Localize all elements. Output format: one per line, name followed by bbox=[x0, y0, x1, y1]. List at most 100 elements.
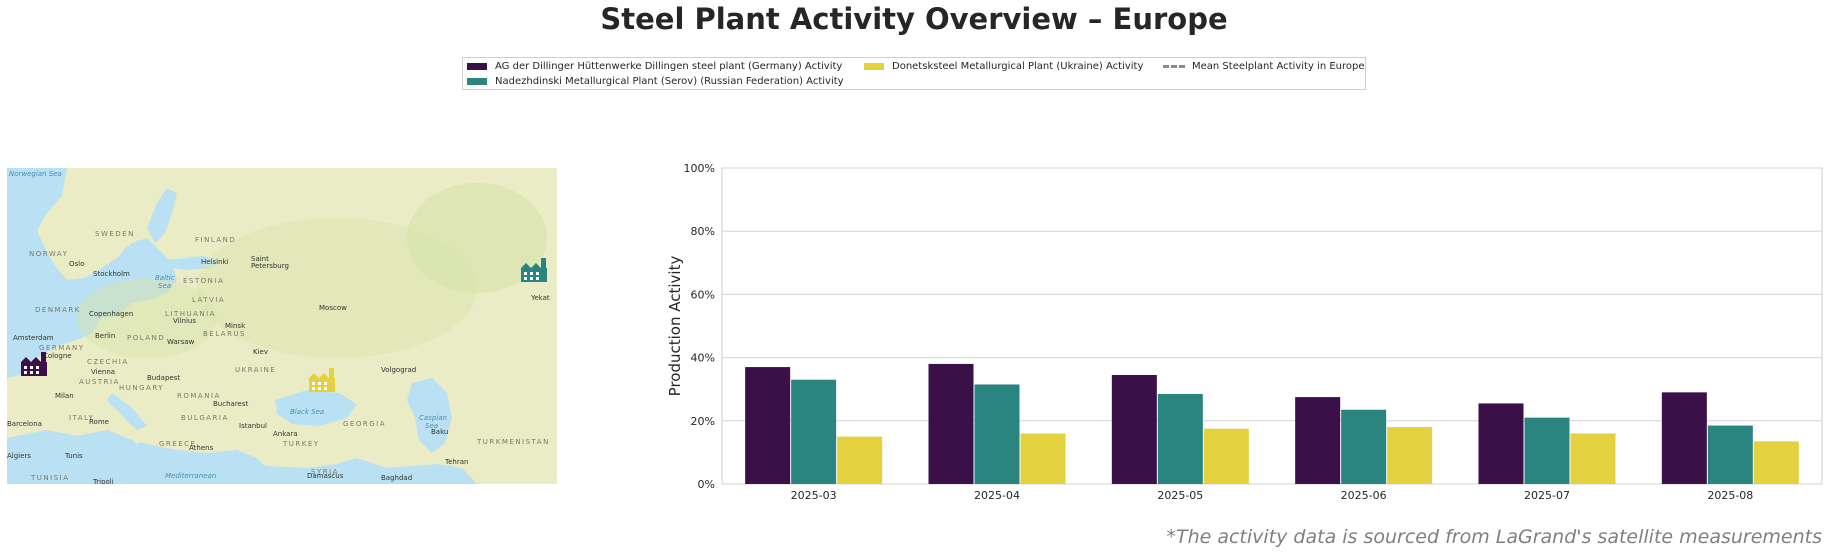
svg-text:Istanbul: Istanbul bbox=[239, 422, 267, 430]
bar bbox=[1753, 441, 1799, 484]
factory-icon bbox=[309, 368, 335, 392]
svg-text:Volgograd: Volgograd bbox=[381, 366, 416, 374]
svg-text:Stockholm: Stockholm bbox=[93, 270, 130, 278]
svg-text:Rome: Rome bbox=[89, 418, 109, 426]
bar bbox=[1020, 433, 1066, 484]
bar bbox=[837, 436, 883, 484]
svg-text:ROMANIA: ROMANIA bbox=[177, 392, 221, 400]
bar bbox=[1203, 428, 1249, 484]
bar bbox=[1295, 397, 1341, 484]
svg-text:DENMARK: DENMARK bbox=[35, 306, 81, 314]
svg-text:LITHUANIA: LITHUANIA bbox=[165, 310, 216, 318]
svg-text:Saint: Saint bbox=[251, 255, 269, 263]
x-tick-label: 2025-04 bbox=[974, 489, 1020, 502]
svg-text:Vienna: Vienna bbox=[91, 368, 115, 376]
svg-text:Petersburg: Petersburg bbox=[251, 262, 289, 270]
svg-text:Baghdad: Baghdad bbox=[381, 474, 412, 482]
svg-text:UKRAINE: UKRAINE bbox=[235, 366, 276, 374]
bar bbox=[1387, 427, 1433, 484]
bar bbox=[1661, 392, 1707, 484]
legend-label: Mean Steelplant Activity in Europe bbox=[1192, 61, 1365, 72]
y-axis-label: Production Activity bbox=[666, 256, 684, 397]
svg-text:Sea: Sea bbox=[158, 282, 171, 290]
legend-swatch bbox=[864, 63, 884, 70]
factory-icon bbox=[521, 258, 547, 282]
plot-area bbox=[721, 167, 1823, 485]
bar bbox=[1157, 393, 1203, 484]
svg-text:SWEDEN: SWEDEN bbox=[95, 230, 135, 238]
y-tick-label: 100% bbox=[684, 162, 715, 175]
y-tick-label: 60% bbox=[691, 288, 715, 301]
svg-text:LATVIA: LATVIA bbox=[192, 296, 225, 304]
svg-text:Caspian: Caspian bbox=[419, 414, 447, 422]
svg-text:BULGARIA: BULGARIA bbox=[181, 414, 229, 422]
bar bbox=[1570, 433, 1616, 484]
svg-text:Moscow: Moscow bbox=[319, 304, 347, 312]
svg-text:SYRIA: SYRIA bbox=[311, 468, 339, 476]
legend-dash bbox=[1163, 65, 1185, 68]
svg-text:Milan: Milan bbox=[55, 392, 74, 400]
svg-text:Oslo: Oslo bbox=[69, 260, 84, 268]
svg-text:GERMANY: GERMANY bbox=[39, 344, 85, 352]
x-tick-label: 2025-08 bbox=[1707, 489, 1753, 502]
svg-text:Yekat: Yekat bbox=[530, 294, 550, 302]
svg-text:Cologne: Cologne bbox=[43, 352, 72, 360]
bar bbox=[1478, 403, 1524, 484]
chart-legend: AG der Dillinger Hüttenwerke Dillingen s… bbox=[462, 57, 1366, 90]
svg-text:TURKMENISTAN: TURKMENISTAN bbox=[476, 438, 550, 446]
svg-text:Barcelona: Barcelona bbox=[7, 420, 42, 428]
svg-text:Budapest: Budapest bbox=[147, 374, 180, 382]
svg-text:Ankara: Ankara bbox=[273, 430, 298, 438]
svg-text:Sea: Sea bbox=[425, 422, 438, 430]
legend-label: Donetsksteel Metallurgical Plant (Ukrain… bbox=[892, 61, 1144, 72]
svg-text:Warsaw: Warsaw bbox=[167, 338, 195, 346]
svg-text:ITALY: ITALY bbox=[69, 414, 94, 422]
x-tick-label: 2025-03 bbox=[791, 489, 837, 502]
svg-text:Tehran: Tehran bbox=[444, 458, 468, 466]
svg-text:Kiev: Kiev bbox=[253, 348, 268, 356]
svg-text:AUSTRIA: AUSTRIA bbox=[79, 378, 120, 386]
bar bbox=[974, 384, 1020, 484]
legend-swatch bbox=[467, 78, 487, 85]
svg-text:Amsterdam: Amsterdam bbox=[13, 334, 54, 342]
legend-label: AG der Dillinger Hüttenwerke Dillingen s… bbox=[495, 61, 843, 72]
svg-text:Algiers: Algiers bbox=[7, 452, 31, 460]
factory-icon bbox=[21, 352, 47, 376]
legend-item-donetsksteel: Donetsksteel Metallurgical Plant (Ukrain… bbox=[864, 61, 1143, 72]
y-tick-label: 20% bbox=[691, 415, 715, 428]
legend-item-dillinger: AG der Dillinger Hüttenwerke Dillingen s… bbox=[467, 61, 842, 72]
europe-map: Norwegian Sea Baltic Sea Black Sea Caspi… bbox=[7, 168, 557, 484]
svg-text:TURKEY: TURKEY bbox=[282, 440, 320, 448]
svg-text:Minsk: Minsk bbox=[225, 322, 246, 330]
bar bbox=[1341, 409, 1387, 484]
page-title: Steel Plant Activity Overview – Europe bbox=[600, 2, 1228, 36]
svg-text:Norwegian Sea: Norwegian Sea bbox=[9, 170, 62, 178]
bar bbox=[1111, 374, 1157, 484]
x-tick-label: 2025-06 bbox=[1341, 489, 1387, 502]
y-tick-label: 0% bbox=[698, 478, 715, 491]
svg-text:Baku: Baku bbox=[431, 428, 448, 436]
svg-text:Damascus: Damascus bbox=[307, 472, 344, 480]
svg-text:Baltic: Baltic bbox=[155, 274, 175, 282]
y-tick-label: 80% bbox=[691, 225, 715, 238]
svg-text:Athens: Athens bbox=[189, 444, 214, 452]
svg-text:HUNGARY: HUNGARY bbox=[119, 384, 164, 392]
legend-item-nadezhdinski: Nadezhdinski Metallurgical Plant (Serov)… bbox=[467, 76, 844, 87]
svg-text:GREECE: GREECE bbox=[159, 440, 196, 448]
bar bbox=[745, 367, 791, 484]
bar bbox=[1707, 425, 1753, 484]
svg-text:NORWAY: NORWAY bbox=[29, 250, 68, 258]
svg-text:GEORGIA: GEORGIA bbox=[343, 420, 386, 428]
x-tick-label: 2025-07 bbox=[1524, 489, 1570, 502]
svg-text:CZECHIA: CZECHIA bbox=[87, 358, 129, 366]
svg-text:FINLAND: FINLAND bbox=[195, 236, 236, 244]
legend-label: Nadezhdinski Metallurgical Plant (Serov)… bbox=[495, 76, 844, 87]
svg-text:BELARUS: BELARUS bbox=[203, 330, 246, 338]
svg-text:POLAND: POLAND bbox=[127, 334, 165, 342]
svg-text:Vilnius: Vilnius bbox=[173, 317, 196, 325]
x-tick-label: 2025-05 bbox=[1157, 489, 1203, 502]
svg-text:Tunis: Tunis bbox=[64, 452, 83, 460]
svg-text:Tripoli: Tripoli bbox=[92, 478, 114, 484]
bar bbox=[928, 363, 974, 484]
